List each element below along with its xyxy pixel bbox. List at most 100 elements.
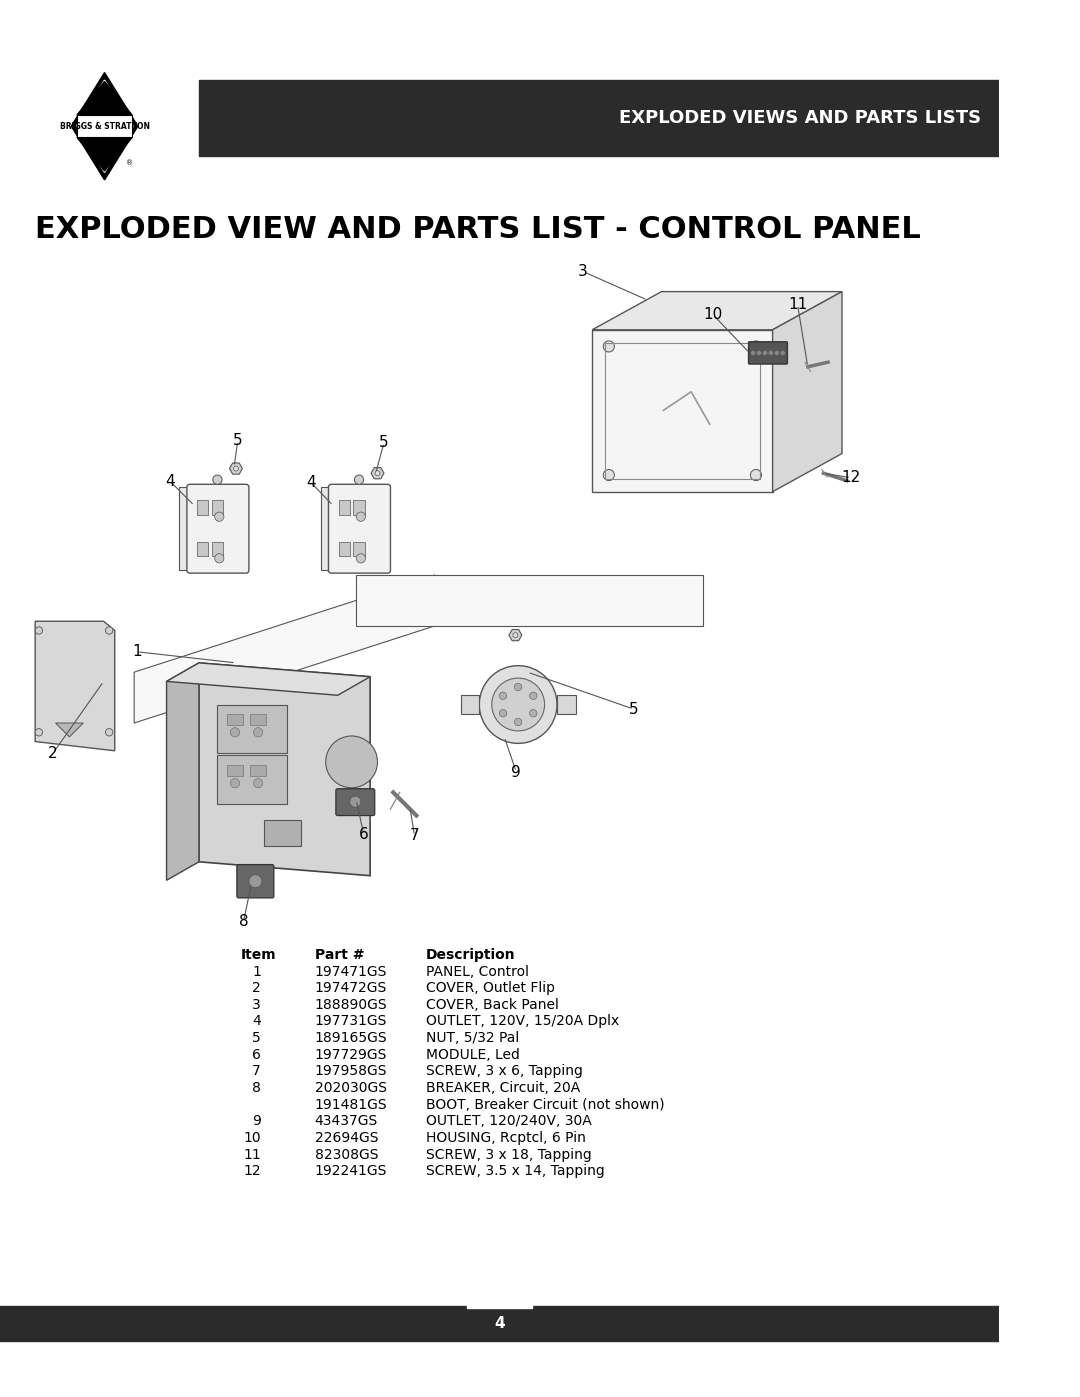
Circle shape: [350, 796, 361, 807]
Circle shape: [499, 710, 507, 717]
Bar: [249, 714, 267, 725]
Bar: [227, 714, 243, 725]
Bar: [217, 756, 287, 803]
Text: 5: 5: [379, 434, 389, 450]
Text: 11: 11: [788, 298, 807, 313]
Polygon shape: [372, 468, 384, 479]
Circle shape: [354, 475, 364, 485]
Polygon shape: [77, 81, 132, 115]
Bar: [461, 696, 480, 714]
Polygon shape: [77, 137, 132, 170]
Polygon shape: [772, 292, 842, 492]
Circle shape: [751, 351, 756, 355]
Text: MODULE, Led: MODULE, Led: [426, 1048, 519, 1062]
Bar: [77, 115, 132, 137]
Polygon shape: [71, 73, 138, 180]
Circle shape: [248, 875, 261, 887]
Circle shape: [213, 475, 222, 485]
Polygon shape: [356, 576, 703, 626]
FancyBboxPatch shape: [237, 865, 274, 898]
Circle shape: [529, 710, 537, 717]
Text: 5: 5: [233, 433, 243, 448]
Text: OUTLET, 120/240V, 30A: OUTLET, 120/240V, 30A: [426, 1115, 592, 1129]
Text: 197729GS: 197729GS: [314, 1048, 387, 1062]
Text: 1: 1: [132, 644, 141, 659]
Circle shape: [254, 728, 262, 736]
Circle shape: [514, 683, 522, 690]
Circle shape: [604, 469, 615, 481]
Bar: [199, 80, 999, 156]
Text: COVER, Outlet Flip: COVER, Outlet Flip: [426, 981, 555, 995]
Text: 9: 9: [512, 764, 522, 780]
Text: 5: 5: [252, 1031, 261, 1045]
Bar: [197, 500, 208, 515]
Text: 8: 8: [239, 915, 248, 929]
Text: BREAKER, Circuit, 20A: BREAKER, Circuit, 20A: [426, 1081, 580, 1095]
Circle shape: [491, 678, 544, 731]
Bar: [557, 696, 576, 714]
Bar: [468, 1296, 532, 1308]
Text: 22694GS: 22694GS: [314, 1132, 378, 1146]
Text: Item: Item: [241, 947, 276, 963]
Polygon shape: [592, 292, 842, 330]
Bar: [212, 542, 222, 556]
Circle shape: [751, 341, 761, 352]
Polygon shape: [76, 80, 133, 172]
Text: 10: 10: [703, 306, 723, 321]
Text: COVER, Back Panel: COVER, Back Panel: [426, 997, 558, 1011]
Circle shape: [233, 467, 239, 471]
Text: 1: 1: [252, 964, 261, 978]
Text: SCREW, 3 x 6, Tapping: SCREW, 3 x 6, Tapping: [426, 1065, 582, 1078]
Text: SCREW, 3 x 18, Tapping: SCREW, 3 x 18, Tapping: [426, 1148, 592, 1162]
Polygon shape: [55, 724, 83, 736]
Bar: [264, 820, 300, 847]
Text: PANEL, Control: PANEL, Control: [426, 964, 528, 978]
Bar: [217, 704, 287, 753]
Circle shape: [356, 553, 365, 563]
Text: 202030GS: 202030GS: [314, 1081, 387, 1095]
Text: 192241GS: 192241GS: [314, 1164, 387, 1179]
Text: OUTLET, 120V, 15/20A Dplx: OUTLET, 120V, 15/20A Dplx: [426, 1014, 619, 1028]
Circle shape: [230, 778, 240, 788]
Bar: [321, 488, 330, 570]
Circle shape: [499, 692, 507, 700]
Text: 5: 5: [629, 701, 638, 717]
Circle shape: [513, 633, 517, 637]
Text: 3: 3: [578, 264, 588, 279]
Text: 82308GS: 82308GS: [314, 1148, 378, 1162]
Text: 4: 4: [306, 475, 315, 490]
Text: 12: 12: [243, 1164, 261, 1179]
Text: 7: 7: [252, 1065, 261, 1078]
Circle shape: [757, 351, 761, 355]
Circle shape: [769, 351, 773, 355]
Circle shape: [254, 778, 262, 788]
Polygon shape: [509, 630, 522, 641]
Circle shape: [215, 513, 224, 521]
Bar: [339, 500, 350, 515]
Text: 10: 10: [243, 1132, 261, 1146]
Circle shape: [375, 471, 380, 475]
Polygon shape: [36, 622, 114, 750]
Circle shape: [106, 729, 113, 736]
Text: Part #: Part #: [314, 947, 364, 963]
Circle shape: [751, 469, 761, 481]
Polygon shape: [166, 664, 370, 696]
Circle shape: [230, 728, 240, 736]
Text: NUT, 5/32 Pal: NUT, 5/32 Pal: [426, 1031, 518, 1045]
Circle shape: [106, 627, 113, 634]
Text: 197958GS: 197958GS: [314, 1065, 387, 1078]
Text: Description: Description: [426, 947, 515, 963]
Bar: [227, 764, 243, 775]
Text: 4: 4: [495, 1316, 505, 1331]
Circle shape: [215, 553, 224, 563]
Circle shape: [514, 718, 522, 725]
Text: BRIGGS & STRATTON: BRIGGS & STRATTON: [59, 122, 149, 131]
Text: 8: 8: [252, 1081, 261, 1095]
Circle shape: [36, 729, 42, 736]
FancyBboxPatch shape: [328, 485, 391, 573]
Text: 191481GS: 191481GS: [314, 1098, 388, 1112]
Bar: [592, 330, 772, 492]
FancyBboxPatch shape: [748, 342, 787, 365]
Circle shape: [774, 351, 779, 355]
Text: 188890GS: 188890GS: [314, 997, 388, 1011]
